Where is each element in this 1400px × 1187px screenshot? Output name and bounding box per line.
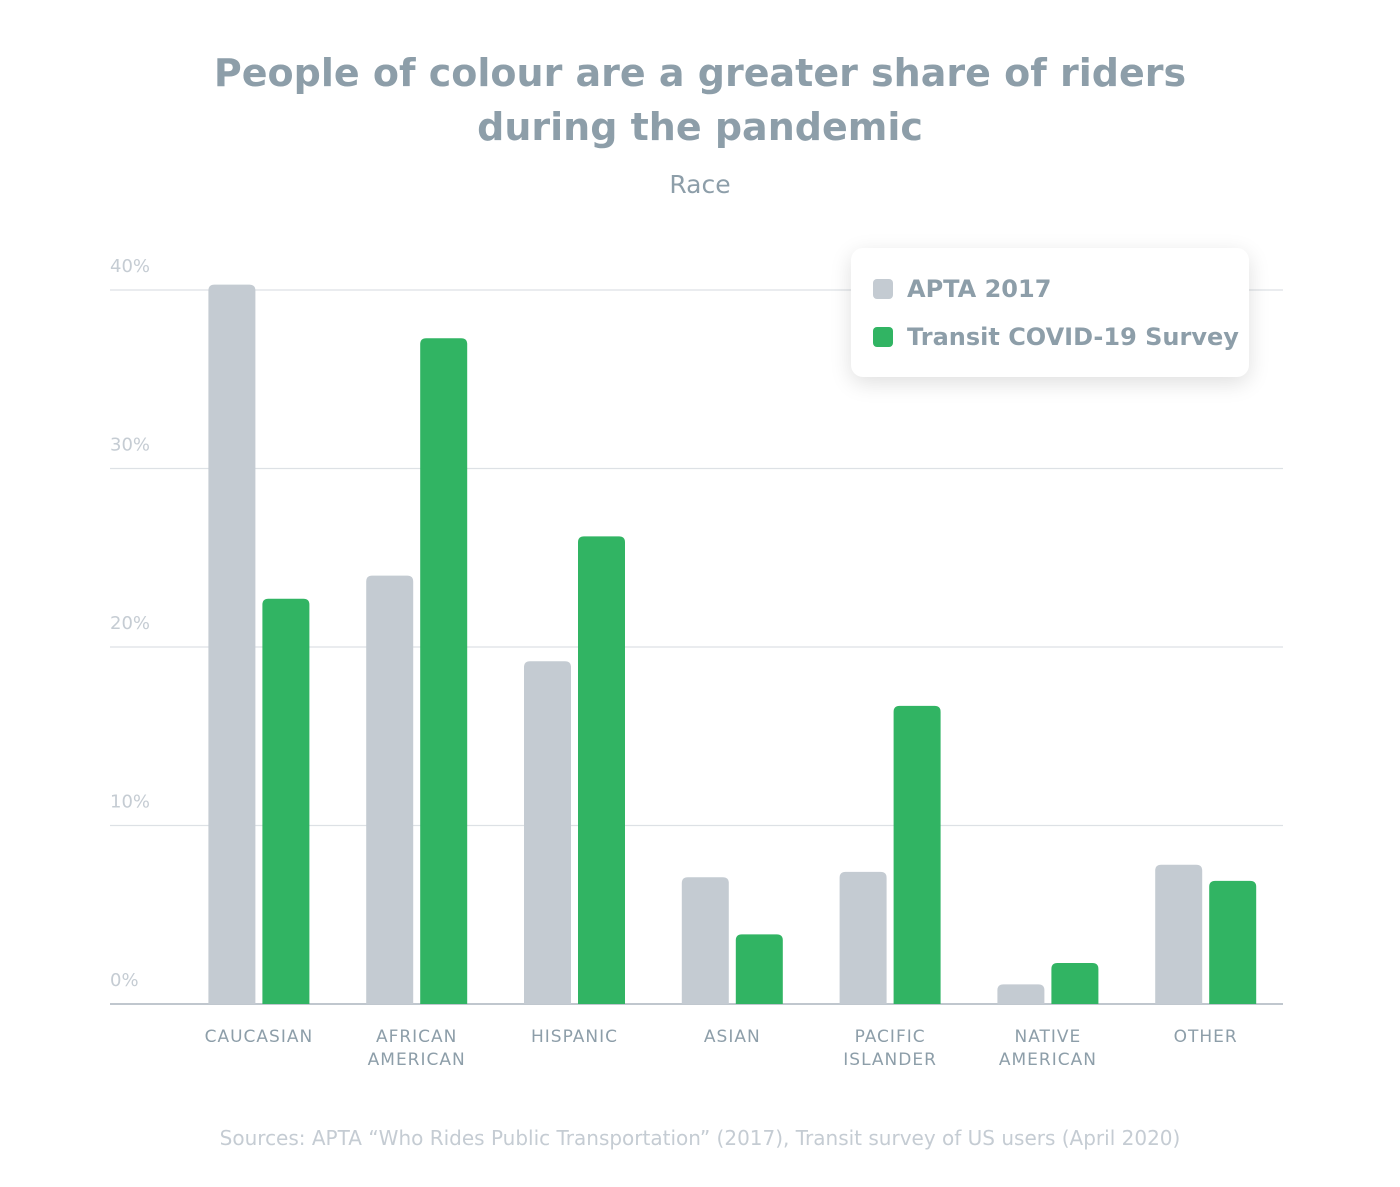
- bar: [1155, 864, 1203, 1004]
- y-tick-label: 20%: [110, 613, 150, 634]
- y-tick-label: 10%: [110, 792, 150, 813]
- bar: [839, 871, 887, 1004]
- legend-swatch: [873, 279, 893, 299]
- x-tick-label: PACIFIC ISLANDER: [843, 1027, 937, 1070]
- x-tick-label: OTHER: [1173, 1027, 1238, 1047]
- bar: [681, 877, 729, 1004]
- bar: [578, 536, 625, 1004]
- chart-title: People of colour are a greater share of …: [213, 51, 1187, 149]
- legend-item: Transit COVID-19 Survey: [873, 323, 1239, 351]
- bar: [524, 661, 571, 1004]
- legend-swatch: [873, 327, 893, 347]
- x-tick-label: AFRICAN AMERICAN: [367, 1027, 466, 1070]
- bar: [208, 284, 256, 1004]
- x-tick-label: CAUCASIAN: [204, 1027, 314, 1047]
- bar: [997, 984, 1045, 1004]
- bar: [366, 575, 414, 1004]
- chart-subtitle: Race: [669, 170, 731, 199]
- x-tick-label: NATIVE AMERICAN: [998, 1027, 1097, 1070]
- y-tick-label: 30%: [110, 435, 150, 456]
- bar: [893, 705, 941, 1004]
- y-tick-label: 40%: [110, 256, 150, 277]
- bar: [262, 598, 310, 1004]
- legend-label: APTA 2017: [907, 275, 1052, 303]
- source-note: Sources: APTA “Who Rides Public Transpor…: [219, 1126, 1181, 1150]
- bar: [420, 338, 468, 1004]
- legend-label: Transit COVID-19 Survey: [907, 323, 1239, 351]
- bar: [735, 934, 783, 1004]
- x-tick-label: ASIAN: [703, 1027, 761, 1047]
- bar: [1209, 880, 1257, 1004]
- legend: APTA 2017 Transit COVID-19 Survey: [851, 248, 1249, 377]
- bar: [1051, 962, 1099, 1004]
- x-tick-label: HISPANIC: [531, 1027, 618, 1047]
- y-tick-label: 0%: [110, 970, 139, 991]
- legend-item: APTA 2017: [873, 275, 1051, 303]
